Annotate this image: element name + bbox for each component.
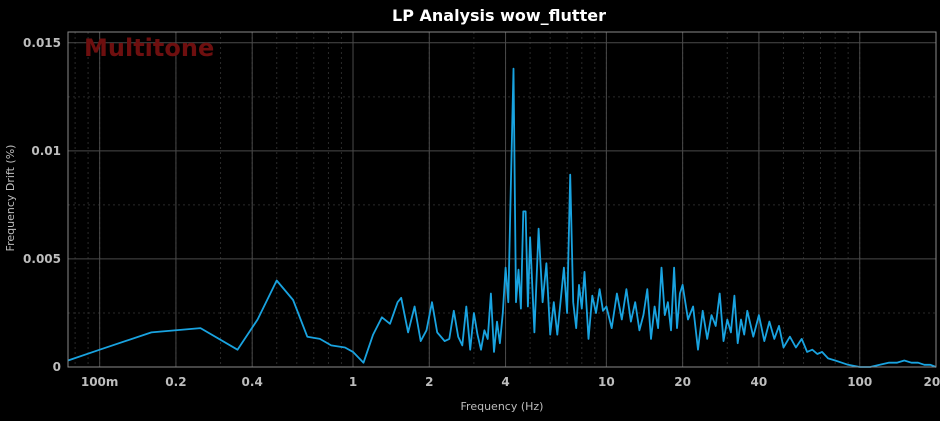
x-tick-label: 1 — [349, 375, 357, 389]
x-tick-label: 4 — [501, 375, 509, 389]
x-tick-label: 0.2 — [165, 375, 186, 389]
x-tick-labels: 100m 0.2 0.4 1 2 4 10 20 40 100 200 — [81, 375, 940, 389]
y-tick-label: 0 — [53, 360, 61, 374]
y-tick-label: 0.005 — [23, 252, 61, 266]
x-tick-label: 20 — [674, 375, 691, 389]
y-tick-label: 0.01 — [31, 144, 61, 158]
multitone-watermark: Multitone — [84, 34, 214, 62]
x-tick-label: 100 — [847, 375, 872, 389]
plot-series — [67, 67, 937, 368]
x-axis-label: Frequency (Hz) — [461, 400, 544, 413]
drift-series-line — [67, 67, 937, 368]
x-tick-label: 10 — [598, 375, 615, 389]
y-axis-label: Frequency Drift (%) — [4, 145, 17, 252]
x-tick-label: 200 — [923, 375, 940, 389]
chart-title: LP Analysis wow_flutter — [392, 6, 606, 25]
plot-frame — [67, 31, 937, 368]
x-tick-label: 2 — [425, 375, 433, 389]
y-tick-label: 0.015 — [23, 36, 61, 50]
x-tick-label: 0.4 — [242, 375, 263, 389]
x-tick-label: 100m — [81, 375, 119, 389]
y-tick-labels: 0 0.005 0.01 0.015 — [23, 36, 61, 374]
x-tick-label: 40 — [751, 375, 768, 389]
